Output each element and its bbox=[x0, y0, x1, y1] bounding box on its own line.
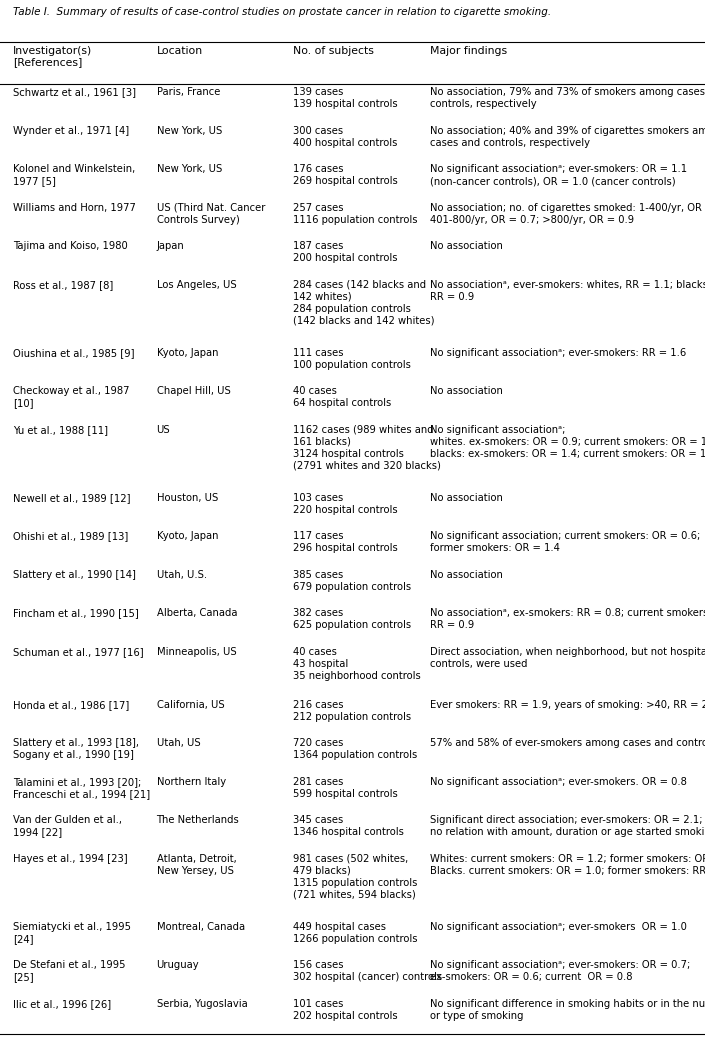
Text: US (Third Nat. Cancer
Controls Survey): US (Third Nat. Cancer Controls Survey) bbox=[157, 203, 265, 224]
Text: 382 cases
625 population controls: 382 cases 625 population controls bbox=[293, 608, 411, 630]
Text: No significant difference in smoking habits or in the num
or type of smoking: No significant difference in smoking hab… bbox=[430, 998, 705, 1021]
Text: 281 cases
599 hospital controls: 281 cases 599 hospital controls bbox=[293, 777, 398, 799]
Text: 300 cases
400 hospital controls: 300 cases 400 hospital controls bbox=[293, 126, 397, 148]
Text: 40 cases
43 hospital
35 neighborhood controls: 40 cases 43 hospital 35 neighborhood con… bbox=[293, 646, 420, 681]
Text: Newell et al., 1989 [12]: Newell et al., 1989 [12] bbox=[13, 492, 130, 503]
Text: Chapel Hill, US: Chapel Hill, US bbox=[157, 387, 231, 396]
Text: No associationᵃ, ever-smokers: whites, RR = 1.1; blacks,
RR = 0.9: No associationᵃ, ever-smokers: whites, R… bbox=[430, 279, 705, 301]
Text: Hayes et al., 1994 [23]: Hayes et al., 1994 [23] bbox=[13, 854, 128, 863]
Text: No association; no. of cigarettes smoked: 1-400/yr, OR =
401-800/yr, OR = 0.7; >: No association; no. of cigarettes smoked… bbox=[430, 203, 705, 224]
Text: No significant associationᵃ; ever-smokers. OR = 0.8: No significant associationᵃ; ever-smoker… bbox=[430, 777, 687, 787]
Text: 1162 cases (989 whites and
161 blacks)
3124 hospital controls
(2791 whites and 3: 1162 cases (989 whites and 161 blacks) 3… bbox=[293, 425, 441, 471]
Text: No significant associationᵃ; ever-smokers: OR = 0.7;
ex-smokers: OR = 0.6; curre: No significant associationᵃ; ever-smoker… bbox=[430, 960, 690, 983]
Text: New York, US: New York, US bbox=[157, 164, 222, 175]
Text: 103 cases
220 hospital controls: 103 cases 220 hospital controls bbox=[293, 492, 397, 514]
Text: Houston, US: Houston, US bbox=[157, 492, 218, 503]
Text: No associationᵃ, ex-smokers: RR = 0.8; current smokers:
RR = 0.9: No associationᵃ, ex-smokers: RR = 0.8; c… bbox=[430, 608, 705, 630]
Text: Ohishi et al., 1989 [13]: Ohishi et al., 1989 [13] bbox=[13, 531, 128, 541]
Text: No association: No association bbox=[430, 569, 503, 580]
Text: Ever smokers: RR = 1.9, years of smoking: >40, RR = 2: Ever smokers: RR = 1.9, years of smoking… bbox=[430, 700, 705, 710]
Text: Japan: Japan bbox=[157, 241, 184, 251]
Text: Investigator(s)
[References]: Investigator(s) [References] bbox=[13, 46, 92, 68]
Text: Utah, US: Utah, US bbox=[157, 739, 200, 748]
Text: No significant association; current smokers: OR = 0.6;
former smokers: OR = 1.4: No significant association; current smok… bbox=[430, 531, 700, 553]
Text: No significant associationᵃ;
whites. ex-smokers: OR = 0.9; current smokers: OR =: No significant associationᵃ; whites. ex-… bbox=[430, 425, 705, 458]
Text: No significant associationᵃ; ever-smokers: RR = 1.6: No significant associationᵃ; ever-smoker… bbox=[430, 348, 686, 357]
Text: No association: No association bbox=[430, 492, 503, 503]
Text: Location: Location bbox=[157, 46, 202, 55]
Text: Atlanta, Detroit,
New Yersey, US: Atlanta, Detroit, New Yersey, US bbox=[157, 854, 236, 876]
Text: California, US: California, US bbox=[157, 700, 224, 710]
Text: 139 cases
139 hospital controls: 139 cases 139 hospital controls bbox=[293, 87, 397, 109]
Text: No association, 79% and 73% of smokers among cases and
controls, respectively: No association, 79% and 73% of smokers a… bbox=[430, 87, 705, 109]
Text: Kyoto, Japan: Kyoto, Japan bbox=[157, 531, 218, 541]
Text: US: US bbox=[157, 425, 170, 434]
Text: No. of subjects: No. of subjects bbox=[293, 46, 374, 55]
Text: 117 cases
296 hospital controls: 117 cases 296 hospital controls bbox=[293, 531, 398, 553]
Text: Significant direct association; ever-smokers: OR = 2.1;
no relation with amount,: Significant direct association; ever-smo… bbox=[430, 816, 705, 837]
Text: Minneapolis, US: Minneapolis, US bbox=[157, 646, 236, 657]
Text: No significant associationᵃ; ever-smokers: OR = 1.1
(non-cancer controls), OR = : No significant associationᵃ; ever-smoker… bbox=[430, 164, 687, 186]
Text: Ross et al., 1987 [8]: Ross et al., 1987 [8] bbox=[13, 279, 113, 290]
Text: Utah, U.S.: Utah, U.S. bbox=[157, 569, 207, 580]
Text: Tajima and Koiso, 1980: Tajima and Koiso, 1980 bbox=[13, 241, 128, 251]
Text: Ilic et al., 1996 [26]: Ilic et al., 1996 [26] bbox=[13, 998, 111, 1009]
Text: 111 cases
100 population controls: 111 cases 100 population controls bbox=[293, 348, 410, 370]
Text: New York, US: New York, US bbox=[157, 126, 222, 136]
Text: No association: No association bbox=[430, 241, 503, 251]
Text: Honda et al., 1986 [17]: Honda et al., 1986 [17] bbox=[13, 700, 129, 710]
Text: The Netherlands: The Netherlands bbox=[157, 816, 239, 825]
Text: Major findings: Major findings bbox=[430, 46, 507, 55]
Text: 187 cases
200 hospital controls: 187 cases 200 hospital controls bbox=[293, 241, 397, 263]
Text: Los Angeles, US: Los Angeles, US bbox=[157, 279, 236, 290]
Text: Siemiatycki et al., 1995
[24]: Siemiatycki et al., 1995 [24] bbox=[13, 922, 130, 943]
Text: Williams and Horn, 1977: Williams and Horn, 1977 bbox=[13, 203, 135, 213]
Text: Paris, France: Paris, France bbox=[157, 87, 220, 98]
Text: 216 cases
212 population controls: 216 cases 212 population controls bbox=[293, 700, 411, 722]
Text: Talamini et al., 1993 [20];
Franceschi et al., 1994 [21]: Talamini et al., 1993 [20]; Franceschi e… bbox=[13, 777, 150, 799]
Text: Checkoway et al., 1987
[10]: Checkoway et al., 1987 [10] bbox=[13, 387, 129, 408]
Text: Van der Gulden et al.,
1994 [22]: Van der Gulden et al., 1994 [22] bbox=[13, 816, 122, 837]
Text: 345 cases
1346 hospital controls: 345 cases 1346 hospital controls bbox=[293, 816, 403, 837]
Text: Alberta, Canada: Alberta, Canada bbox=[157, 608, 237, 618]
Text: 257 cases
1116 population controls: 257 cases 1116 population controls bbox=[293, 203, 417, 224]
Text: 981 cases (502 whites,
479 blacks)
1315 population controls
(721 whites, 594 bla: 981 cases (502 whites, 479 blacks) 1315 … bbox=[293, 854, 417, 900]
Text: Kyoto, Japan: Kyoto, Japan bbox=[157, 348, 218, 357]
Text: Uruguay: Uruguay bbox=[157, 960, 199, 970]
Text: 449 hospital cases
1266 population controls: 449 hospital cases 1266 population contr… bbox=[293, 922, 417, 943]
Text: 176 cases
269 hospital controls: 176 cases 269 hospital controls bbox=[293, 164, 398, 186]
Text: Wynder et al., 1971 [4]: Wynder et al., 1971 [4] bbox=[13, 126, 129, 136]
Text: No significant associationᵃ; ever-smokers  OR = 1.0: No significant associationᵃ; ever-smoker… bbox=[430, 922, 687, 932]
Text: 156 cases
302 hospital (cancer) controls: 156 cases 302 hospital (cancer) controls bbox=[293, 960, 442, 983]
Text: De Stefani et al., 1995
[25]: De Stefani et al., 1995 [25] bbox=[13, 960, 125, 983]
Text: No association; 40% and 39% of cigarettes smokers among
cases and controls, resp: No association; 40% and 39% of cigarette… bbox=[430, 126, 705, 148]
Text: Yu et al., 1988 [11]: Yu et al., 1988 [11] bbox=[13, 425, 108, 434]
Text: Direct association, when neighborhood, but not hospital
controls, were used: Direct association, when neighborhood, b… bbox=[430, 646, 705, 669]
Text: No association: No association bbox=[430, 387, 503, 396]
Text: 101 cases
202 hospital controls: 101 cases 202 hospital controls bbox=[293, 998, 397, 1021]
Text: Kolonel and Winkelstein,
1977 [5]: Kolonel and Winkelstein, 1977 [5] bbox=[13, 164, 135, 186]
Text: 284 cases (142 blacks and
142 whites)
284 population controls
(142 blacks and 14: 284 cases (142 blacks and 142 whites) 28… bbox=[293, 279, 434, 325]
Text: Oiushina et al., 1985 [9]: Oiushina et al., 1985 [9] bbox=[13, 348, 134, 357]
Text: Table I.  Summary of results of case-control studies on prostate cancer in relat: Table I. Summary of results of case-cont… bbox=[13, 7, 551, 18]
Text: Schuman et al., 1977 [16]: Schuman et al., 1977 [16] bbox=[13, 646, 143, 657]
Text: Montreal, Canada: Montreal, Canada bbox=[157, 922, 245, 932]
Text: 57% and 58% of ever-smokers among cases and controls: 57% and 58% of ever-smokers among cases … bbox=[430, 739, 705, 748]
Text: Fincham et al., 1990 [15]: Fincham et al., 1990 [15] bbox=[13, 608, 138, 618]
Text: 720 cases
1364 population controls: 720 cases 1364 population controls bbox=[293, 739, 417, 761]
Text: Northern Italy: Northern Italy bbox=[157, 777, 226, 787]
Text: Whites: current smokers: OR = 1.2; former smokers: OR =
Blacks. current smokers:: Whites: current smokers: OR = 1.2; forme… bbox=[430, 854, 705, 876]
Text: Slattery et al., 1990 [14]: Slattery et al., 1990 [14] bbox=[13, 569, 135, 580]
Text: 40 cases
64 hospital controls: 40 cases 64 hospital controls bbox=[293, 387, 391, 408]
Text: Serbia, Yugoslavia: Serbia, Yugoslavia bbox=[157, 998, 247, 1009]
Text: 385 cases
679 population controls: 385 cases 679 population controls bbox=[293, 569, 411, 591]
Text: Slattery et al., 1993 [18],
Sogany et al., 1990 [19]: Slattery et al., 1993 [18], Sogany et al… bbox=[13, 739, 139, 761]
Text: Schwartz et al., 1961 [3]: Schwartz et al., 1961 [3] bbox=[13, 87, 135, 98]
